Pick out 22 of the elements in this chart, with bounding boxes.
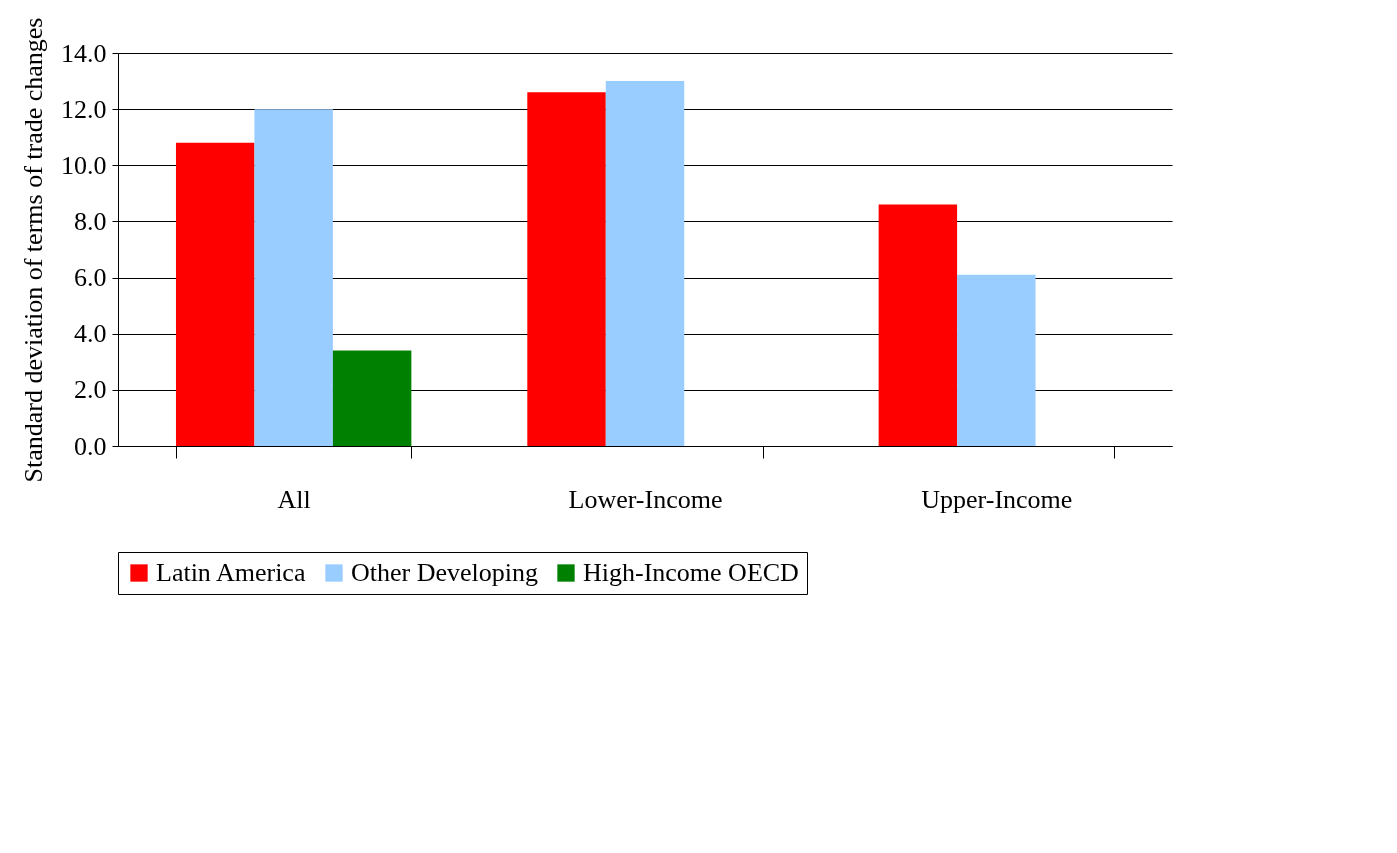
y-axis-title: Standard deviation of terms of trade changes xyxy=(19,17,48,483)
legend-label: Latin America xyxy=(156,558,306,587)
bar xyxy=(175,142,255,446)
bar xyxy=(957,274,1036,446)
y-tick-label: 10.0 xyxy=(61,150,107,180)
y-tick-label: 12.0 xyxy=(61,94,107,124)
y-tick-label: 8.0 xyxy=(74,206,107,236)
x-tick-label: Lower-Income xyxy=(568,484,723,514)
bar xyxy=(332,350,412,446)
legend-label: High-Income OECD xyxy=(583,558,799,587)
y-tick-label: 4.0 xyxy=(74,319,107,349)
legend-label: Other Developing xyxy=(351,558,539,587)
y-tick-label: 2.0 xyxy=(74,375,107,405)
bar xyxy=(254,109,333,446)
y-tick-label: 14.0 xyxy=(61,38,107,68)
x-tick-label: All xyxy=(277,484,311,514)
y-tick-label: 6.0 xyxy=(74,263,107,293)
bar xyxy=(605,81,685,446)
x-tick-label: Upper-Income xyxy=(921,484,1073,514)
y-tick-label: 0.0 xyxy=(74,431,107,461)
bar xyxy=(878,204,958,446)
bar xyxy=(527,92,606,446)
